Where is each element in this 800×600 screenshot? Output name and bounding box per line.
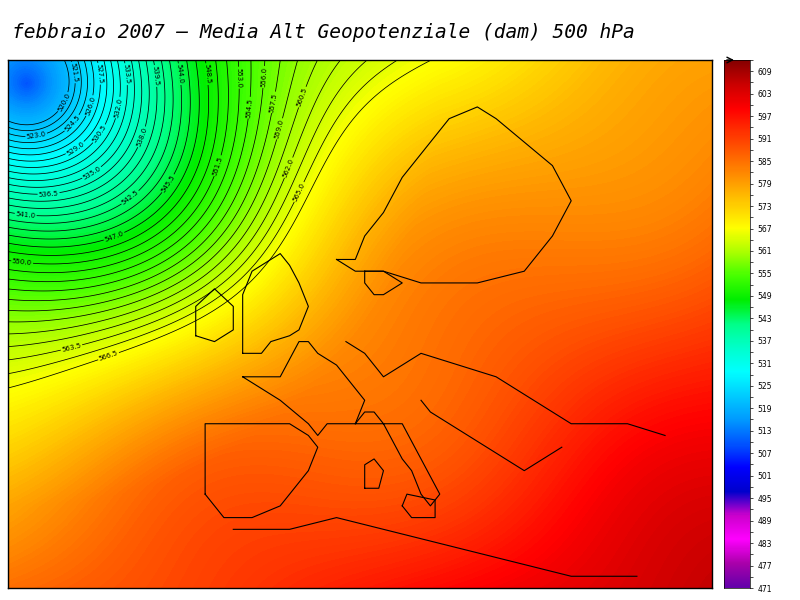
Text: 556.0: 556.0: [260, 67, 267, 87]
Text: 559.0: 559.0: [274, 118, 285, 139]
Text: 541.0: 541.0: [15, 211, 36, 219]
Text: 536.5: 536.5: [38, 190, 58, 197]
Text: 535.0: 535.0: [82, 165, 102, 181]
Text: 529.0: 529.0: [66, 140, 86, 157]
Text: 544.0: 544.0: [176, 64, 184, 85]
Text: febbraio 2007 – Media Alt Geopotenziale (dam) 500 hPa: febbraio 2007 – Media Alt Geopotenziale …: [12, 23, 634, 42]
Text: 538.0: 538.0: [136, 127, 148, 148]
Text: 524.5: 524.5: [64, 114, 82, 133]
Text: 560.5: 560.5: [296, 86, 309, 107]
Text: 553.0: 553.0: [236, 68, 242, 88]
Text: 521.5: 521.5: [70, 62, 79, 83]
Text: 533.5: 533.5: [122, 64, 130, 85]
Text: 539.5: 539.5: [152, 65, 160, 86]
Text: 527.5: 527.5: [96, 64, 104, 84]
Text: 523.0: 523.0: [26, 131, 46, 140]
Text: 532.0: 532.0: [114, 97, 123, 118]
Text: 565.0: 565.0: [292, 182, 306, 202]
Text: 557.5: 557.5: [269, 92, 278, 113]
Text: 563.5: 563.5: [61, 342, 82, 353]
Text: 520.0: 520.0: [57, 92, 71, 113]
Text: 530.5: 530.5: [92, 124, 108, 144]
Text: 545.5: 545.5: [161, 174, 176, 194]
Text: 562.0: 562.0: [282, 157, 295, 178]
Text: 551.5: 551.5: [212, 155, 224, 176]
Text: 550.0: 550.0: [12, 258, 32, 266]
Text: 548.5: 548.5: [203, 64, 211, 85]
Text: 526.0: 526.0: [84, 95, 96, 116]
Text: 542.5: 542.5: [121, 190, 140, 206]
Text: 554.5: 554.5: [246, 98, 254, 118]
Text: 566.5: 566.5: [98, 350, 119, 362]
Text: 547.0: 547.0: [104, 230, 125, 243]
